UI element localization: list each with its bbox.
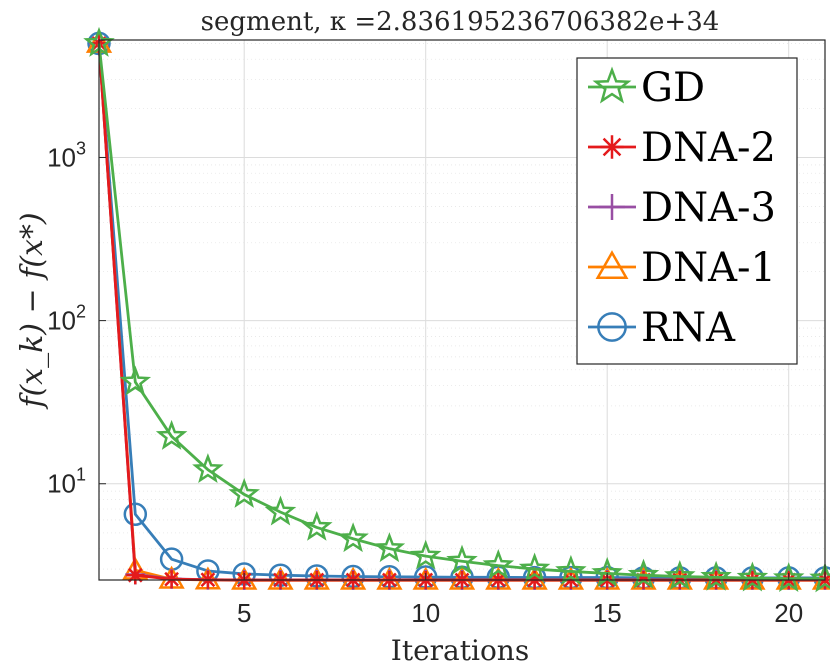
data-point-gd	[736, 561, 769, 592]
legend-marker-dna-3	[599, 194, 625, 220]
data-point-gd	[518, 552, 551, 583]
legend-item-dna-1: DNA-1	[588, 245, 776, 291]
legend-label-rna: RNA	[641, 305, 736, 351]
legend-marker-gd	[592, 66, 632, 104]
data-point-dna-2	[162, 570, 181, 589]
data-point-gd	[264, 495, 297, 526]
legend-label-dna-2: DNA-2	[641, 125, 776, 171]
plot-area-frame	[98, 39, 826, 581]
y-tick-label: 103	[47, 138, 86, 172]
data-point-gd	[664, 559, 696, 590]
legend-label-gd: GD	[641, 65, 705, 111]
data-point-gd	[228, 477, 260, 508]
data-point-gd	[555, 554, 587, 585]
data-point-gd	[627, 558, 660, 589]
data-point-gd	[192, 453, 224, 484]
legend-label-dna-1: DNA-1	[641, 245, 776, 291]
data-point-gd	[772, 562, 805, 593]
x-axis-label: Iterations	[391, 634, 529, 664]
legend-item-dna-3: DNA-3	[588, 185, 776, 231]
data-point-gd	[809, 562, 830, 593]
data-point-gd	[409, 539, 442, 570]
data-point-rna	[123, 502, 148, 527]
legend: GD DNA-2 DNA-3 DNA-1 RNA	[576, 57, 798, 365]
x-tick-label: 5	[237, 598, 251, 628]
y-tick-label: 102	[47, 302, 86, 336]
x-tick-label: 20	[774, 598, 803, 628]
y-axis-label-text: f(x_k) − f(x*)	[15, 212, 50, 409]
x-tick-label: 15	[593, 598, 622, 628]
data-point-gd	[155, 419, 188, 450]
series-line-gd	[97, 43, 826, 581]
data-point-gd	[119, 365, 152, 396]
data-point-gd	[337, 522, 369, 553]
data-point-dna-2	[126, 566, 145, 585]
data-point-gd	[700, 560, 732, 591]
legend-item-dna-2: DNA-2	[588, 125, 776, 171]
data-point-gd	[482, 549, 515, 579]
data-point-gd	[446, 544, 478, 575]
data-point-gd	[373, 532, 406, 563]
y-axis-label: f(x_k) − f(x*)	[15, 212, 50, 409]
legend-item-rna: RNA	[588, 305, 736, 351]
series-gd	[83, 26, 830, 593]
legend-marker-dna-2	[600, 135, 624, 159]
legend-label-dna-3: DNA-3	[641, 185, 776, 231]
legend-item-gd: GD	[588, 65, 705, 111]
x-tick-label: 10	[411, 598, 440, 628]
legend-marker-dna-1	[595, 250, 629, 279]
x-axis-ticks: 5 10 15 20	[237, 573, 803, 628]
data-point-gd	[301, 510, 333, 541]
y-tick-label: 101	[47, 465, 86, 499]
chart-title: segment, κ =2.836195236706382e+34	[201, 7, 720, 37]
legend-marker-rna	[597, 312, 627, 342]
y-axis-ticks: 101 102 103	[47, 138, 106, 499]
